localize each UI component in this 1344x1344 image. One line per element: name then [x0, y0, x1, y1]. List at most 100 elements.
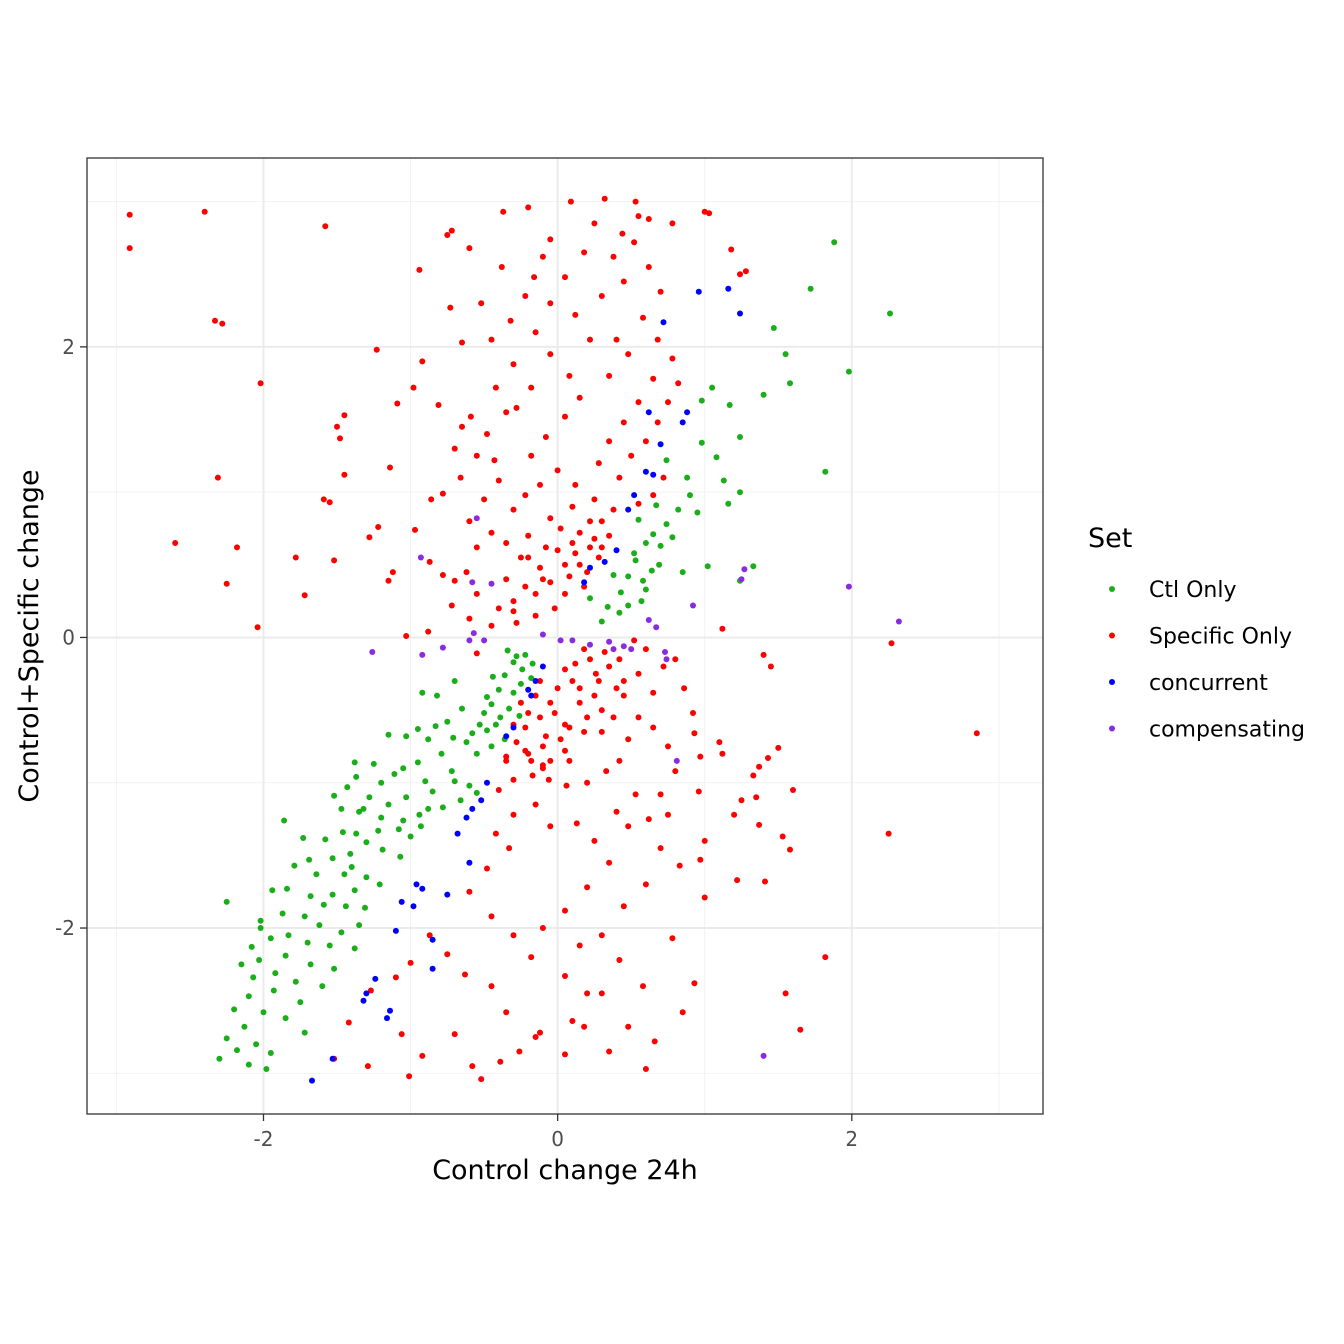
data-point [631, 550, 638, 557]
data-point [473, 750, 480, 757]
data-point [473, 452, 480, 459]
data-point [625, 573, 632, 580]
data-point [562, 666, 568, 673]
data-point [547, 757, 554, 764]
data-point [466, 859, 473, 866]
data-point [690, 710, 696, 716]
data-point [731, 811, 738, 818]
data-point [760, 391, 767, 398]
data-point [598, 518, 605, 525]
data-point [360, 997, 367, 1004]
data-point [654, 336, 661, 343]
data-point [616, 957, 623, 963]
data-point [410, 903, 417, 910]
data-point [528, 954, 535, 961]
data-point [569, 678, 576, 684]
data-point [503, 757, 510, 764]
data-point [635, 516, 642, 523]
data-point [595, 460, 602, 467]
data-point [503, 753, 510, 760]
data-point [653, 624, 660, 631]
data-point [510, 932, 517, 939]
data-point [557, 637, 564, 644]
data-point [522, 293, 529, 299]
data-point [598, 544, 605, 551]
data-point [516, 1048, 523, 1055]
data-point [488, 622, 495, 629]
data-point [973, 730, 980, 737]
data-point [537, 481, 543, 488]
data-point [760, 651, 767, 658]
data-point [392, 974, 399, 981]
data-point [491, 457, 498, 464]
data-point [488, 580, 495, 587]
data-point [410, 384, 417, 391]
data-point [581, 249, 588, 256]
data-point [562, 907, 568, 914]
legend-title: Set [1088, 523, 1132, 554]
data-point [528, 452, 535, 459]
data-point [282, 1015, 289, 1022]
data-point [537, 714, 543, 721]
data-point [513, 619, 520, 626]
data-point [654, 419, 661, 426]
data-point [501, 672, 508, 679]
data-point [750, 563, 757, 570]
data-point [363, 874, 370, 881]
data-point [525, 204, 532, 211]
data-point [887, 310, 893, 317]
data-point [341, 412, 348, 419]
data-point [517, 554, 524, 561]
data-point [598, 618, 605, 625]
data-point [495, 787, 502, 793]
data-point [448, 227, 455, 234]
data-point [756, 763, 763, 770]
data-point [316, 922, 323, 929]
data-point [463, 569, 470, 576]
data-point [790, 787, 796, 793]
data-point [625, 351, 632, 358]
data-point [542, 733, 549, 740]
plot-border [86, 157, 1044, 1115]
data-point [463, 814, 470, 821]
data-point [391, 771, 398, 777]
data-point [695, 788, 702, 795]
data-point [697, 856, 704, 863]
data-point [672, 768, 679, 775]
data-point [547, 823, 554, 830]
data-point [462, 971, 468, 978]
data-point [223, 1035, 230, 1042]
data-point [385, 801, 392, 808]
data-point [425, 736, 432, 743]
data-point [394, 400, 401, 407]
data-point [592, 670, 599, 677]
data-point [126, 245, 133, 252]
data-point [435, 402, 442, 408]
data-point [347, 850, 354, 857]
data-point [338, 805, 345, 812]
data-point [473, 789, 480, 796]
data-point [822, 468, 829, 475]
data-point [562, 721, 568, 728]
data-point [351, 759, 358, 766]
data-point [451, 678, 458, 684]
data-point [719, 750, 726, 757]
data-point [539, 663, 546, 670]
data-point [831, 239, 838, 246]
data-point [657, 845, 664, 852]
data-point [528, 384, 535, 391]
data-point [737, 310, 743, 317]
data-point [320, 901, 327, 908]
data-point [669, 220, 676, 227]
data-point [650, 724, 657, 731]
legend-label-1: Ctl Only [1149, 578, 1236, 603]
data-point [488, 529, 495, 536]
data-point [363, 839, 370, 846]
data-point [742, 268, 749, 275]
data-point [447, 304, 454, 311]
data-point [334, 423, 340, 430]
data-point [762, 878, 768, 885]
data-point [285, 932, 292, 939]
data-point [591, 220, 598, 227]
data-point [551, 605, 558, 612]
